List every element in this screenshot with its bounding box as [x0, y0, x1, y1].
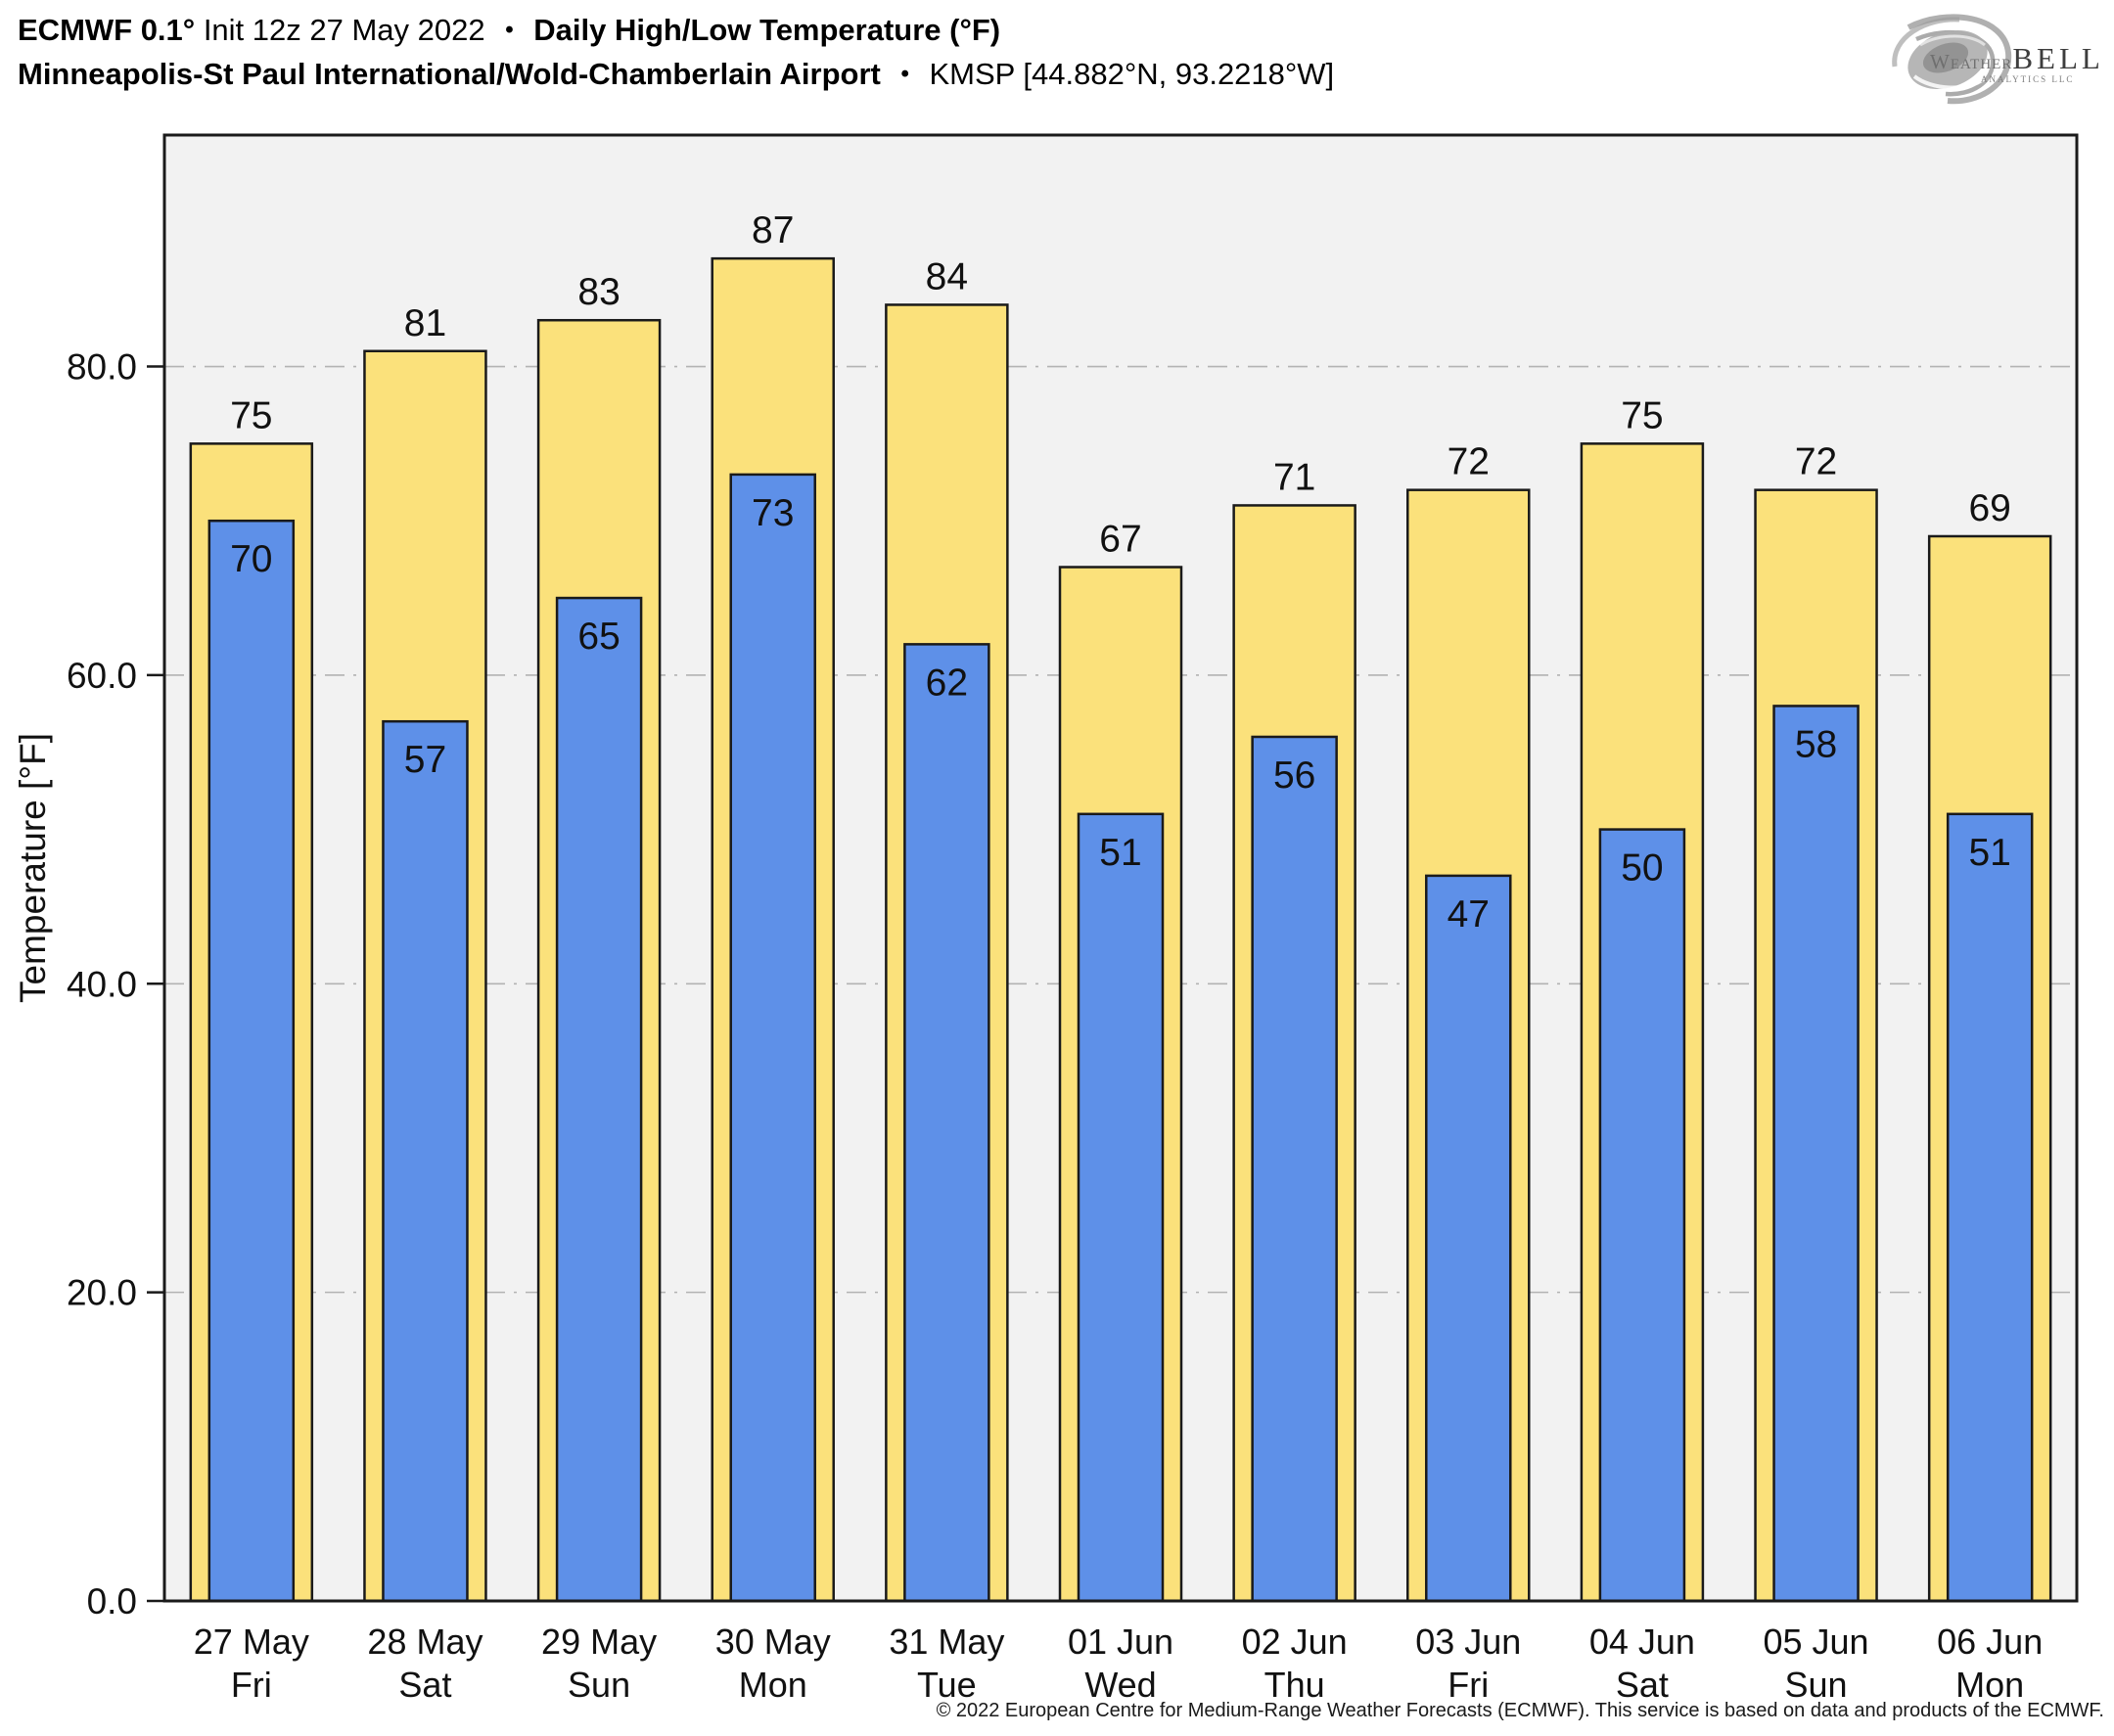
- x-tick-date-9: 05 Jun: [1763, 1622, 1868, 1662]
- low-bar-1: [382, 719, 469, 1603]
- x-tick-day-10: Mon: [1955, 1665, 2024, 1705]
- x-tick-day-7: Fri: [1448, 1665, 1489, 1705]
- chart-header: ECMWF 0.1° Init 12z 27 May 2022 • Daily …: [18, 8, 1334, 96]
- y-tick-label-60: 60.0: [67, 656, 137, 696]
- product-title: Daily High/Low Temperature (°F): [533, 13, 1001, 47]
- x-tick-date-3: 30 May: [715, 1622, 831, 1662]
- x-tick-day-8: Sat: [1616, 1665, 1669, 1705]
- y-tick-label-80: 80.0: [67, 347, 137, 388]
- x-tick-date-0: 27 May: [194, 1622, 309, 1662]
- low-bar-6: [1251, 735, 1338, 1603]
- low-bar-10: [1946, 812, 2034, 1603]
- logo-wordmark: WeatherBELL: [1930, 41, 2104, 76]
- high-value-label-2: 83: [577, 271, 620, 313]
- station-name: Minneapolis-St Paul International/Wold-C…: [18, 57, 881, 91]
- low-bar-8: [1598, 828, 1686, 1603]
- high-value-label-7: 72: [1448, 441, 1490, 483]
- x-tick-date-7: 03 Jun: [1415, 1622, 1521, 1662]
- low-bar-5: [1077, 812, 1165, 1603]
- station-code: KMSP [44.882°N, 93.2218°W]: [929, 57, 1335, 91]
- high-value-label-9: 72: [1795, 441, 1837, 483]
- low-value-label-6: 56: [1273, 754, 1315, 797]
- low-bar-7: [1425, 874, 1512, 1603]
- low-value-label-5: 51: [1099, 832, 1141, 874]
- y-axis-title: Temperature [°F]: [13, 733, 53, 1003]
- y-tick-label-0: 0.0: [87, 1581, 137, 1622]
- low-bar-9: [1772, 705, 1860, 1603]
- high-value-label-4: 84: [926, 255, 968, 297]
- logo-word-bell: BELL: [2012, 41, 2104, 75]
- x-tick-day-2: Sun: [568, 1665, 630, 1705]
- low-value-label-4: 62: [926, 662, 968, 704]
- title-line-1: ECMWF 0.1° Init 12z 27 May 2022 • Daily …: [18, 8, 1334, 52]
- plot-frame: [162, 133, 2079, 1603]
- low-value-label-3: 73: [752, 492, 794, 534]
- logo-word-weather: Weather: [1930, 50, 2013, 73]
- x-tick-day-3: Mon: [739, 1665, 807, 1705]
- high-value-label-5: 67: [1099, 519, 1141, 561]
- x-tick-day-1: Sat: [398, 1665, 451, 1705]
- high-value-label-10: 69: [1968, 487, 2010, 529]
- low-value-label-1: 57: [404, 739, 446, 781]
- x-tick-day-0: Fri: [231, 1665, 272, 1705]
- high-value-label-8: 75: [1621, 394, 1663, 436]
- x-tick-date-1: 28 May: [367, 1622, 483, 1662]
- x-tick-date-5: 01 Jun: [1068, 1622, 1173, 1662]
- x-tick-date-6: 02 Jun: [1242, 1622, 1348, 1662]
- low-value-label-7: 47: [1448, 893, 1490, 936]
- model-name: ECMWF 0.1°: [18, 13, 196, 47]
- init-time: Init 12z 27 May 2022: [203, 13, 485, 47]
- hurricane-swirl-icon: [1892, 14, 2012, 105]
- high-value-label-6: 71: [1273, 456, 1315, 498]
- x-tick-day-5: Wed: [1084, 1665, 1156, 1705]
- title-line-2: Minneapolis-St Paul International/Wold-C…: [18, 52, 1334, 96]
- low-value-label-8: 50: [1621, 847, 1663, 890]
- logo-subtitle: Analytics LLC: [1981, 74, 2075, 84]
- y-tick-label-40: 40.0: [67, 964, 137, 1004]
- low-value-label-10: 51: [1968, 832, 2010, 874]
- high-value-label-1: 81: [404, 302, 446, 344]
- y-tick-label-20: 20.0: [67, 1273, 137, 1313]
- x-tick-date-4: 31 May: [889, 1622, 1004, 1662]
- low-value-label-9: 58: [1795, 723, 1837, 765]
- low-bar-0: [207, 519, 296, 1603]
- low-value-label-2: 65: [577, 616, 620, 658]
- copyright-text: © 2022 European Centre for Medium-Range …: [936, 1700, 2104, 1721]
- separator-dot-2: •: [900, 61, 909, 87]
- weatherbell-logo: WeatherBELL Analytics LLC: [1887, 6, 2102, 106]
- high-value-label-3: 87: [752, 209, 794, 251]
- separator-dot: •: [505, 17, 514, 43]
- low-bar-3: [729, 473, 816, 1603]
- x-tick-day-6: Thu: [1264, 1665, 1325, 1705]
- x-tick-day-9: Sun: [1785, 1665, 1848, 1705]
- low-value-label-0: 70: [230, 538, 272, 580]
- low-bar-2: [555, 596, 643, 1603]
- high-value-label-0: 75: [230, 394, 272, 436]
- x-tick-date-10: 06 Jun: [1937, 1622, 2043, 1662]
- x-tick-date-2: 29 May: [541, 1622, 657, 1662]
- low-bar-4: [903, 643, 990, 1603]
- x-tick-date-8: 04 Jun: [1589, 1622, 1695, 1662]
- x-tick-day-4: Tue: [917, 1665, 977, 1705]
